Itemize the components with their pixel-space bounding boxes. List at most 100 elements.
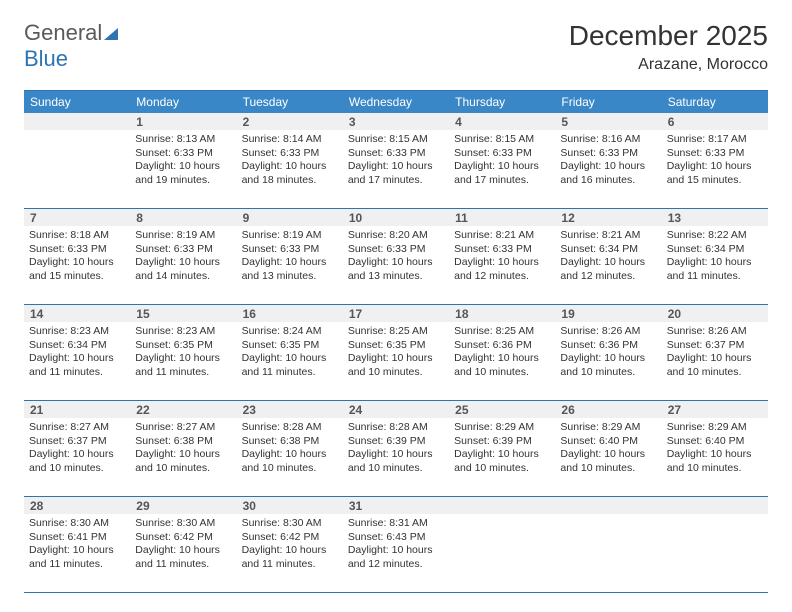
day-number: 4	[449, 113, 555, 130]
cell-line-d1: Daylight: 10 hours	[454, 256, 550, 270]
calendar-cell: Sunrise: 8:16 AMSunset: 6:33 PMDaylight:…	[555, 130, 661, 208]
cell-line-d2: and 10 minutes.	[667, 462, 763, 476]
day-number: 20	[662, 305, 768, 322]
cell-line-d1: Daylight: 10 hours	[135, 544, 231, 558]
dayname-tue: Tuesday	[237, 91, 343, 113]
day-number: 24	[343, 401, 449, 418]
calendar-cell: Sunrise: 8:27 AMSunset: 6:37 PMDaylight:…	[24, 418, 130, 496]
cell-line-d1: Daylight: 10 hours	[560, 160, 656, 174]
cell-line-d1: Daylight: 10 hours	[348, 160, 444, 174]
cell-line-sr: Sunrise: 8:13 AM	[135, 133, 231, 147]
cell-line-d1: Daylight: 10 hours	[560, 448, 656, 462]
cell-line-ss: Sunset: 6:33 PM	[348, 147, 444, 161]
week-numrow: 21222324252627	[24, 401, 768, 418]
cell-line-ss: Sunset: 6:33 PM	[135, 147, 231, 161]
day-number: 2	[237, 113, 343, 130]
cell-line-sr: Sunrise: 8:23 AM	[29, 325, 125, 339]
cell-line-sr: Sunrise: 8:24 AM	[242, 325, 338, 339]
calendar-cell: Sunrise: 8:21 AMSunset: 6:33 PMDaylight:…	[449, 226, 555, 304]
cell-line-d1: Daylight: 10 hours	[29, 256, 125, 270]
cell-line-ss: Sunset: 6:38 PM	[135, 435, 231, 449]
cell-line-d1: Daylight: 10 hours	[667, 256, 763, 270]
cell-line-sr: Sunrise: 8:30 AM	[135, 517, 231, 531]
week-row: Sunrise: 8:18 AMSunset: 6:33 PMDaylight:…	[24, 226, 768, 305]
day-number: 10	[343, 209, 449, 226]
day-number: 15	[130, 305, 236, 322]
cell-line-d2: and 10 minutes.	[242, 462, 338, 476]
week-row: Sunrise: 8:27 AMSunset: 6:37 PMDaylight:…	[24, 418, 768, 497]
calendar-cell: Sunrise: 8:22 AMSunset: 6:34 PMDaylight:…	[662, 226, 768, 304]
cell-line-ss: Sunset: 6:34 PM	[560, 243, 656, 257]
day-number	[662, 497, 768, 514]
cell-line-d1: Daylight: 10 hours	[135, 448, 231, 462]
cell-line-sr: Sunrise: 8:23 AM	[135, 325, 231, 339]
cell-line-sr: Sunrise: 8:28 AM	[242, 421, 338, 435]
cell-line-d1: Daylight: 10 hours	[135, 160, 231, 174]
calendar-cell: Sunrise: 8:23 AMSunset: 6:35 PMDaylight:…	[130, 322, 236, 400]
cell-line-d1: Daylight: 10 hours	[454, 160, 550, 174]
cell-line-d2: and 11 minutes.	[29, 558, 125, 572]
daynames-row: Sunday Monday Tuesday Wednesday Thursday…	[24, 91, 768, 113]
cell-line-ss: Sunset: 6:41 PM	[29, 531, 125, 545]
day-number	[555, 497, 661, 514]
calendar-cell	[24, 130, 130, 208]
cell-line-d1: Daylight: 10 hours	[242, 544, 338, 558]
cell-line-d2: and 19 minutes.	[135, 174, 231, 188]
cell-line-ss: Sunset: 6:40 PM	[667, 435, 763, 449]
cell-line-sr: Sunrise: 8:31 AM	[348, 517, 444, 531]
cell-line-ss: Sunset: 6:35 PM	[242, 339, 338, 353]
week-numrow: 28293031	[24, 497, 768, 514]
cell-line-sr: Sunrise: 8:19 AM	[135, 229, 231, 243]
calendar-cell: Sunrise: 8:25 AMSunset: 6:36 PMDaylight:…	[449, 322, 555, 400]
cell-line-ss: Sunset: 6:34 PM	[29, 339, 125, 353]
cell-line-d1: Daylight: 10 hours	[242, 160, 338, 174]
cell-line-sr: Sunrise: 8:25 AM	[348, 325, 444, 339]
calendar-cell: Sunrise: 8:31 AMSunset: 6:43 PMDaylight:…	[343, 514, 449, 592]
calendar-cell	[449, 514, 555, 592]
cell-line-d2: and 15 minutes.	[29, 270, 125, 284]
cell-line-d1: Daylight: 10 hours	[454, 448, 550, 462]
cell-line-d2: and 17 minutes.	[454, 174, 550, 188]
cell-line-d1: Daylight: 10 hours	[560, 256, 656, 270]
calendar-cell: Sunrise: 8:24 AMSunset: 6:35 PMDaylight:…	[237, 322, 343, 400]
dayname-wed: Wednesday	[343, 91, 449, 113]
day-number: 3	[343, 113, 449, 130]
cell-line-d1: Daylight: 10 hours	[29, 448, 125, 462]
cell-line-d1: Daylight: 10 hours	[667, 160, 763, 174]
day-number	[24, 113, 130, 130]
day-number: 27	[662, 401, 768, 418]
cell-line-ss: Sunset: 6:37 PM	[667, 339, 763, 353]
day-number: 26	[555, 401, 661, 418]
day-number: 9	[237, 209, 343, 226]
cell-line-d2: and 18 minutes.	[242, 174, 338, 188]
cell-line-d1: Daylight: 10 hours	[667, 352, 763, 366]
cell-line-ss: Sunset: 6:33 PM	[560, 147, 656, 161]
dayname-fri: Friday	[555, 91, 661, 113]
cell-line-ss: Sunset: 6:35 PM	[348, 339, 444, 353]
cell-line-d2: and 10 minutes.	[454, 366, 550, 380]
cell-line-sr: Sunrise: 8:15 AM	[348, 133, 444, 147]
day-number: 18	[449, 305, 555, 322]
cell-line-d2: and 16 minutes.	[560, 174, 656, 188]
day-number: 1	[130, 113, 236, 130]
day-number: 7	[24, 209, 130, 226]
cell-line-ss: Sunset: 6:36 PM	[560, 339, 656, 353]
cell-line-sr: Sunrise: 8:28 AM	[348, 421, 444, 435]
cell-line-d1: Daylight: 10 hours	[560, 352, 656, 366]
cell-line-d2: and 17 minutes.	[348, 174, 444, 188]
cell-line-ss: Sunset: 6:35 PM	[135, 339, 231, 353]
cell-line-sr: Sunrise: 8:26 AM	[667, 325, 763, 339]
calendar-cell	[662, 514, 768, 592]
calendar-cell: Sunrise: 8:28 AMSunset: 6:38 PMDaylight:…	[237, 418, 343, 496]
cell-line-d1: Daylight: 10 hours	[135, 352, 231, 366]
cell-line-d2: and 12 minutes.	[560, 270, 656, 284]
calendar-cell	[555, 514, 661, 592]
calendar-cell: Sunrise: 8:23 AMSunset: 6:34 PMDaylight:…	[24, 322, 130, 400]
week-row: Sunrise: 8:30 AM Sunset: 6:41 PM Daylight:…	[24, 514, 768, 593]
cell-line-d2: and 11 minutes.	[242, 366, 338, 380]
cell-line-d1: Daylight: 10 hours	[242, 448, 338, 462]
cell-line-sr: Sunrise: 8:30 AM	[242, 517, 338, 531]
cell-line-ss: Sunset: 6:39 PM	[454, 435, 550, 449]
cell-line-d1: Daylight: 10 hours	[667, 448, 763, 462]
day-number: 11	[449, 209, 555, 226]
